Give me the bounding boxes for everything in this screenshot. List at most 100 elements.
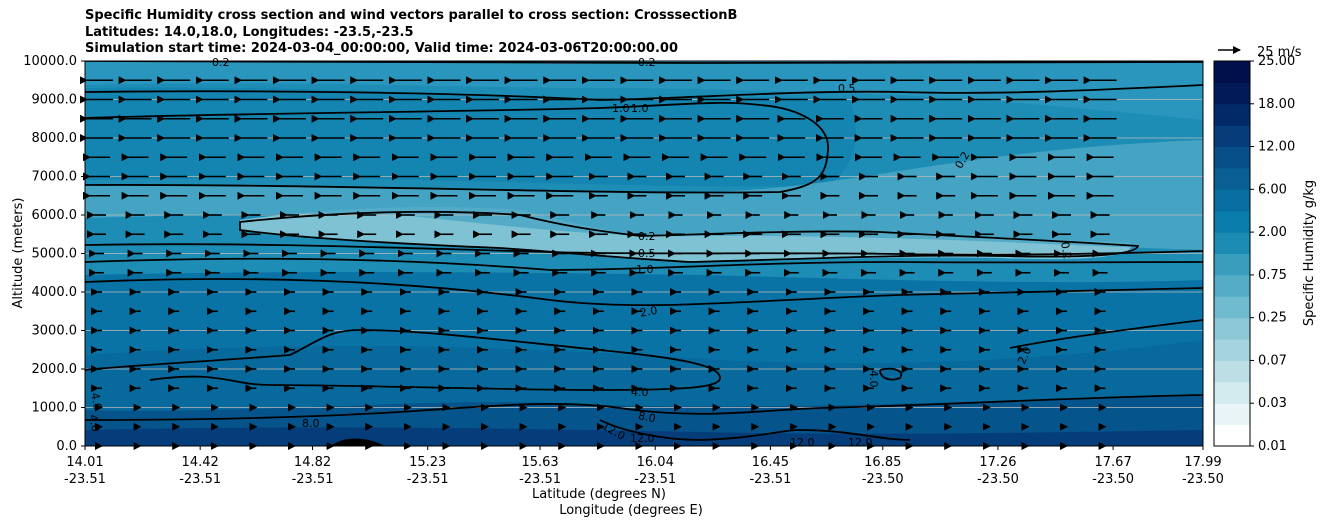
- contour-label: 1.0: [636, 263, 654, 276]
- x-axis-label-lon: Longitude (degrees E): [559, 503, 703, 518]
- chart-title-line-3: Simulation start time: 2024-03-04_00:00:…: [85, 41, 678, 56]
- contour-4p0: [85, 329, 721, 391]
- colorbar-frame: [1213, 60, 1251, 447]
- x-tick-label-lon: -23.51: [292, 472, 334, 487]
- x-tick-label-lat: 16.85: [864, 455, 901, 470]
- colorbar-segment: [1214, 274, 1250, 297]
- contour-0p2-lens: [239, 210, 1140, 263]
- x-tick-label-lon: -23.51: [64, 472, 106, 487]
- colorbar-segment: [1214, 232, 1250, 254]
- contour-label: 0.2: [212, 56, 230, 69]
- x-tick-label-lon: -23.50: [977, 472, 1019, 487]
- colorbar-tick-label: 6.00: [1258, 182, 1287, 197]
- y-tick-label: 8000.0: [32, 131, 78, 146]
- colorbar-segment: [1214, 125, 1250, 148]
- field-dry-upper: [85, 61, 1203, 120]
- contour-label: 0.2: [638, 56, 656, 69]
- contour-label: 2.0: [639, 304, 658, 320]
- y-tick-label: 6000.0: [32, 208, 78, 223]
- contour-label: 12.0: [630, 432, 655, 445]
- colorbar-tick-label: 0.75: [1258, 268, 1287, 283]
- y-tick-label: 9000.0: [32, 93, 78, 108]
- x-tick-label-lon: -23.51: [749, 472, 791, 487]
- contour-lines: [85, 61, 1203, 441]
- x-tick-label-lon: -23.50: [1092, 472, 1134, 487]
- colorbar-segment: [1214, 381, 1250, 404]
- contour-1p0-upper: [85, 101, 829, 194]
- chart-title-line-2: Latitudes: 14.0,18.0, Longitudes: -23.5,…: [85, 25, 414, 40]
- chart-title-line-1: Specific Humidity cross section and wind…: [85, 8, 738, 23]
- x-tick-label-lat: 17.67: [1095, 455, 1132, 470]
- x-tick-label-lat: 14.82: [294, 455, 331, 470]
- y-tick-label: 3000.0: [32, 324, 78, 339]
- colorbar-segment: [1214, 296, 1250, 319]
- x-tick-label-lat: 14.42: [182, 455, 219, 470]
- y-tick-label: 1000.0: [32, 401, 78, 416]
- x-tick-label-lat: 17.99: [1184, 455, 1221, 470]
- colorbar-segment: [1214, 360, 1250, 383]
- x-tick-label-lon: -23.51: [407, 472, 449, 487]
- colorbar-segment: [1214, 424, 1250, 447]
- quiver-key-label: 25 m/s: [1257, 45, 1302, 60]
- contour-label: 8.0: [637, 409, 657, 425]
- colorbar-label: Specific Humidity g/kg: [1302, 180, 1317, 326]
- y-tick-label: 10000.0: [23, 54, 77, 69]
- contour-label: 1.0: [631, 102, 649, 115]
- y-tick-label: 7000.0: [32, 170, 78, 185]
- contour-label: 0.5: [638, 247, 656, 260]
- contour-12p0: [599, 419, 911, 441]
- y-tick-label: 5000.0: [32, 247, 78, 262]
- contour-label: 1.0: [612, 102, 630, 115]
- colorbar-tick-label: 2.00: [1258, 225, 1287, 240]
- contour-label: 12.0: [790, 436, 815, 449]
- contour-label: 0.5: [838, 82, 856, 95]
- x-axis-label-lat: Latitude (degrees N): [532, 487, 666, 502]
- contour-label: 0.2: [638, 230, 656, 243]
- x-tick-label-lat: 14.01: [66, 455, 103, 470]
- x-tick-label-lon: -23.51: [519, 472, 561, 487]
- contour-2p0-right: [1009, 319, 1203, 349]
- x-tick-label-lat: 16.04: [637, 455, 674, 470]
- contour-8p0: [85, 394, 1203, 421]
- x-tick-label-lon: -23.50: [862, 472, 904, 487]
- colorbar-tick-label: 0.07: [1258, 353, 1287, 368]
- colorbar-segment: [1214, 253, 1250, 276]
- x-tick-label-lon: -23.51: [179, 472, 221, 487]
- colorbar-tick-label: 0.03: [1258, 396, 1287, 411]
- y-axis-label: Altitude (meters): [11, 198, 26, 309]
- y-tick-label: 4000.0: [32, 285, 78, 300]
- colorbar-segment: [1214, 167, 1250, 190]
- colorbar-tick-label: 18.00: [1258, 97, 1295, 112]
- x-tick-label-lat: 17.26: [979, 455, 1016, 470]
- contour-0p2-top: [85, 61, 1203, 64]
- contour-0p5-upper: [85, 84, 1203, 101]
- x-tick-label-lon: -23.50: [1182, 472, 1224, 487]
- x-tick-label-lat: 15.23: [409, 455, 446, 470]
- colorbar-segment: [1214, 210, 1250, 233]
- contour-4p0-right: [879, 367, 903, 381]
- y-tick-label: 2000.0: [32, 362, 78, 377]
- colorbar-segment: [1214, 317, 1250, 340]
- colorbar-segment: [1214, 339, 1250, 361]
- contour-label: 8.0: [302, 417, 320, 430]
- y-tick-label: 0.0: [56, 439, 77, 454]
- contour-label: 4.0: [867, 370, 880, 388]
- colorbar: [1214, 61, 1250, 447]
- colorbar-ticks: 0.01 0.03 0.07 0.25 0.75 2.00 6.00 12.00 18.00 25…: [1250, 54, 1295, 454]
- colorbar-segment: [1214, 103, 1250, 126]
- contour-1p0-mid: [85, 257, 1203, 271]
- field-moist-upper: [85, 87, 856, 187]
- colorbar-segment: [1214, 189, 1250, 212]
- colorbar-tick-label: 12.00: [1258, 140, 1295, 155]
- y-axis: 0.0 1000.0 2000.0 3000.0 4000.0 5000.0 6000.0 7…: [23, 54, 85, 454]
- x-tick-label-lon: -23.51: [634, 472, 676, 487]
- x-axis: 14.01 -23.51 14.42 -23.51 14.82 -23.51 15.23 -2…: [64, 446, 1224, 487]
- x-tick-label-lat: 16.45: [752, 455, 789, 470]
- colorbar-segment: [1214, 146, 1250, 169]
- colorbar-segment: [1214, 61, 1250, 83]
- colorbar-tick-label: 25.00: [1258, 54, 1295, 69]
- contour-2p0-mid: [85, 278, 1203, 307]
- colorbar-segment: [1214, 82, 1250, 105]
- colorbar-tick-label: 0.25: [1258, 311, 1287, 326]
